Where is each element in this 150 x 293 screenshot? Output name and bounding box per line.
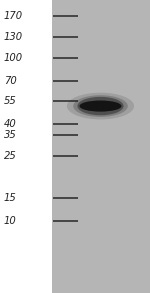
Text: 25: 25	[4, 151, 16, 161]
Text: 130: 130	[4, 32, 23, 42]
Text: 15: 15	[4, 193, 16, 203]
FancyBboxPatch shape	[52, 0, 150, 293]
Ellipse shape	[77, 97, 124, 115]
Text: 10: 10	[4, 216, 16, 226]
Text: 170: 170	[4, 11, 23, 21]
Text: 70: 70	[4, 76, 16, 86]
Ellipse shape	[67, 93, 134, 120]
Text: 40: 40	[4, 119, 16, 129]
Text: 55: 55	[4, 96, 16, 106]
Ellipse shape	[80, 100, 122, 112]
Text: 35: 35	[4, 130, 16, 140]
Ellipse shape	[73, 95, 128, 117]
Text: 100: 100	[4, 53, 23, 63]
